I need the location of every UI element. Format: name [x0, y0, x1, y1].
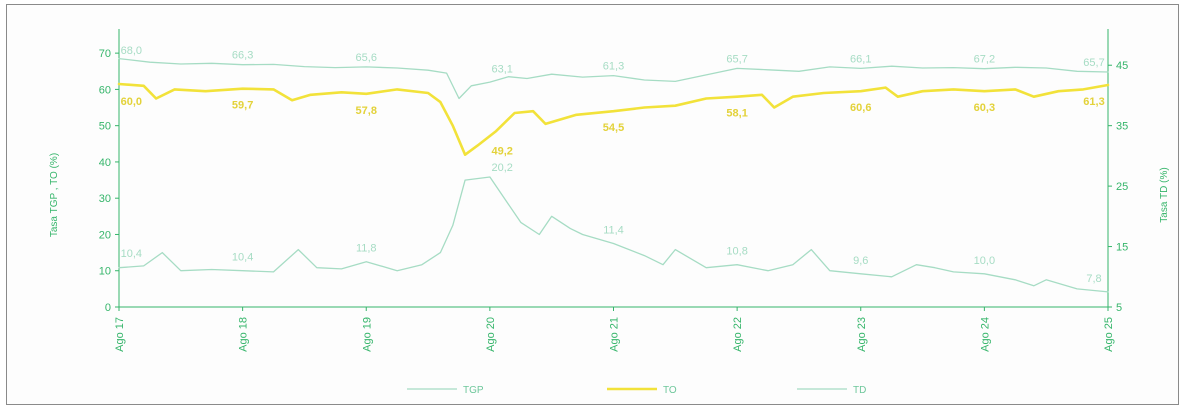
series-layer	[117, 57, 1110, 293]
data-label-tgp: 68,0	[121, 45, 142, 57]
data-label-to: 60,6	[850, 102, 871, 114]
y-right-tick-label: 25	[1116, 181, 1128, 193]
data-label-to: 58,1	[726, 108, 747, 120]
data-label-tgp: 65,7	[1083, 57, 1104, 69]
data-label-td: 10,8	[726, 246, 747, 258]
data-label-td: 11,4	[603, 225, 624, 237]
data-label-to: 54,5	[603, 122, 624, 134]
y-right-tick-label: 35	[1116, 121, 1128, 133]
x-tick-label: Ago 20	[485, 317, 497, 352]
y-right-tick-label: 15	[1116, 242, 1128, 254]
data-label-td: 10,4	[121, 248, 142, 260]
x-tick-label: Ago 18	[238, 317, 250, 352]
data-label-to: 60,3	[974, 102, 995, 114]
series-line-to	[117, 82, 1110, 156]
legend-label-tgp: TGP	[463, 385, 484, 396]
chart-legend: TGP TO TD	[407, 385, 866, 396]
data-label-td: 9,6	[853, 255, 868, 267]
y-axis-left-label: Tasa TGP , TO (%)	[49, 153, 60, 237]
data-label-td: 20,2	[492, 162, 513, 174]
y-right-tick-label: 5	[1116, 302, 1122, 314]
data-label-to: 49,2	[492, 145, 513, 157]
x-tick-label: Ago 17	[114, 317, 126, 352]
chart-frame: 0 10 20 30 40 50 60 70 5 15 25 35 45 Ago 17 Ago 18 Ago …	[6, 4, 1179, 405]
y-left-tick-label: 60	[99, 84, 111, 96]
legend-label-td: TD	[853, 385, 866, 396]
data-label-tgp: 63,1	[492, 64, 513, 76]
data-label-tgp: 61,3	[603, 61, 624, 73]
data-label-td: 10,4	[232, 252, 253, 264]
y-left-tick-label: 50	[99, 121, 111, 133]
x-tick-label: Ago 22	[732, 317, 744, 352]
x-tick-label: Ago 19	[361, 317, 373, 352]
line-chart: 0 10 20 30 40 50 60 70 5 15 25 35 45 Ago 17 Ago 18 Ago …	[49, 29, 1170, 396]
data-label-tgp: 65,6	[356, 52, 377, 64]
x-tick-label: Ago 21	[609, 317, 621, 352]
data-label-td: 7,8	[1086, 273, 1101, 285]
y-left-tick-label: 70	[99, 48, 111, 60]
data-label-tgp: 66,3	[232, 50, 253, 62]
data-label-to: 57,8	[356, 105, 377, 117]
x-tick-label: Ago 24	[979, 317, 991, 352]
data-labels-layer: 68,0 66,3 65,6 63,1 61,3 65,7 66,1 67,2 65,7 60,0…	[121, 45, 1105, 285]
data-label-tgp: 67,2	[974, 54, 995, 66]
x-tick-label: Ago 25	[1103, 317, 1115, 352]
y-left-tick-label: 20	[99, 229, 111, 241]
y-left-tick-label: 0	[105, 302, 111, 314]
series-line-tgp	[118, 57, 1109, 100]
y-left-tick-label: 10	[99, 266, 111, 278]
y-left-tick-label: 40	[99, 157, 111, 169]
legend-label-to: TO	[663, 385, 677, 396]
y-left-tick-label: 30	[99, 193, 111, 205]
data-label-to: 60,0	[121, 96, 142, 108]
data-label-td: 11,8	[356, 243, 377, 255]
y-right-tick-label: 45	[1116, 60, 1128, 72]
data-label-to: 59,7	[232, 100, 253, 112]
data-label-tgp: 66,1	[850, 53, 871, 65]
chart-axes: 0 10 20 30 40 50 60 70 5 15 25 35 45 Ago 17 Ago 18 Ago …	[99, 29, 1128, 352]
data-label-to: 61,3	[1083, 96, 1104, 108]
x-tick-label: Ago 23	[856, 317, 868, 352]
series-line-td	[118, 176, 1109, 293]
y-axis-right-label: Tasa TD (%)	[1159, 167, 1170, 222]
data-label-td: 10,0	[974, 255, 995, 267]
data-label-tgp: 65,7	[726, 53, 747, 65]
